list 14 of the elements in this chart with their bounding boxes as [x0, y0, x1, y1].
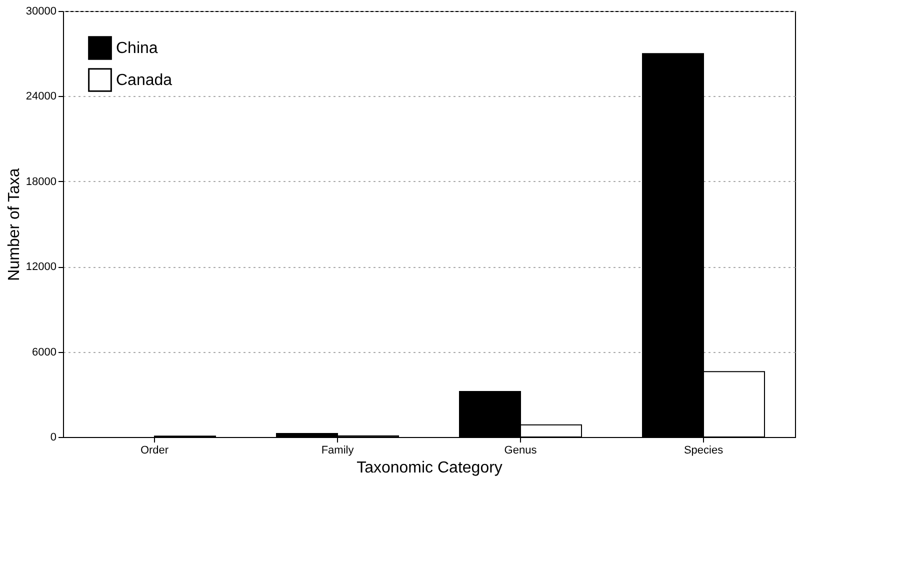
y-tick-label: 24000 [26, 90, 56, 103]
y-axis-title: Number of Taxa [6, 168, 23, 281]
x-axis-title: Taxonomic Category [356, 460, 502, 476]
x-tick-label: Family [321, 444, 354, 456]
legend-label: China [116, 40, 158, 57]
legend-label: Canada [116, 72, 172, 89]
x-tick-label: Order [140, 444, 169, 456]
y-tick-label: 0 [50, 432, 56, 444]
y-tick-label: 18000 [26, 176, 56, 188]
x-tick-label: Genus [504, 444, 538, 456]
y-tick-label: 6000 [32, 346, 56, 358]
y-tick-label: 12000 [26, 261, 56, 274]
x-tick-label: Species [684, 444, 724, 456]
y-tick-label: 30000 [26, 6, 56, 18]
